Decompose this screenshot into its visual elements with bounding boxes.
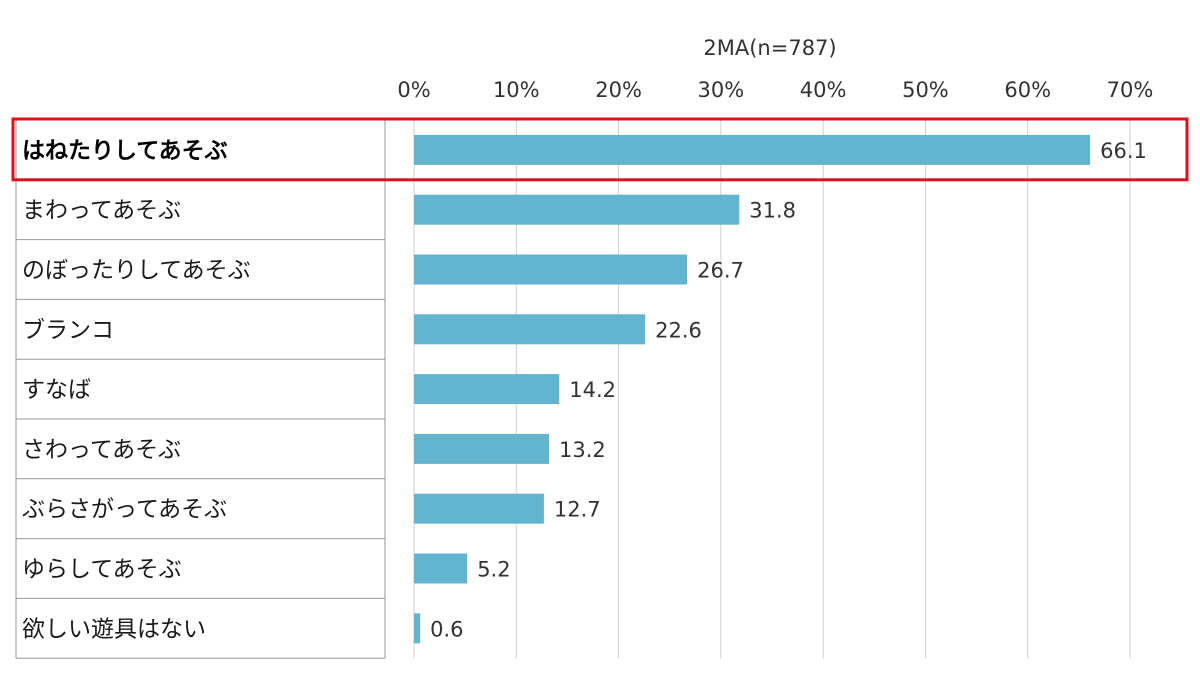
x-tick-label: 30% xyxy=(698,78,745,102)
category-label: すなば xyxy=(22,377,91,403)
value-label: 13.2 xyxy=(559,438,606,462)
value-label: 14.2 xyxy=(569,378,616,402)
bar xyxy=(414,134,1091,165)
category-label: まわってあそぶ xyxy=(22,198,181,224)
x-tick-label: 40% xyxy=(800,78,847,102)
bar xyxy=(414,493,544,524)
value-label: 12.7 xyxy=(554,498,601,522)
bar xyxy=(414,254,688,285)
x-tick-label: 50% xyxy=(902,78,949,102)
value-labels: 66.1 31.8 26.7 22.6 14.2 13.2 12.7 5.2 0.6 xyxy=(430,139,1147,641)
category-label: ぶらさがってあそぶ xyxy=(22,497,227,523)
bar xyxy=(414,194,740,225)
bars xyxy=(414,134,1091,644)
x-axis-tick-labels: 0% 10% 20% 30% 40% 50% 60% 70% xyxy=(397,78,1153,102)
bar xyxy=(414,553,468,584)
value-label: 22.6 xyxy=(655,318,702,342)
value-label: 5.2 xyxy=(477,558,510,582)
bar xyxy=(414,433,550,464)
chart-subtitle: 2MA(n=787) xyxy=(703,36,836,60)
bar xyxy=(414,613,421,644)
x-tick-label: 0% xyxy=(397,78,430,102)
bar xyxy=(414,314,646,345)
x-tick-label: 60% xyxy=(1004,78,1051,102)
value-label: 31.8 xyxy=(749,199,796,223)
category-label: 欲しい遊具はない xyxy=(22,616,206,642)
value-label: 66.1 xyxy=(1100,139,1147,163)
category-label: はねたりしてあそぶ xyxy=(22,138,228,164)
category-label: さわってあそぶ xyxy=(22,437,181,463)
x-tick-label: 20% xyxy=(595,78,642,102)
value-label: 0.6 xyxy=(430,617,463,641)
category-label: ブランコ xyxy=(22,317,114,343)
category-rows: はねたりしてあそぶまわってあそぶのぼったりしてあそぶブランコすなばさわってあそぶ… xyxy=(15,119,386,659)
x-tick-label: 70% xyxy=(1107,78,1154,102)
category-label: ゆらしてあそぶ xyxy=(22,557,182,583)
highlight-box xyxy=(11,117,1189,182)
category-label: のぼったりしてあそぶ xyxy=(22,258,251,284)
x-tick-label: 10% xyxy=(493,78,540,102)
value-label: 26.7 xyxy=(697,259,744,283)
bar xyxy=(414,374,560,405)
